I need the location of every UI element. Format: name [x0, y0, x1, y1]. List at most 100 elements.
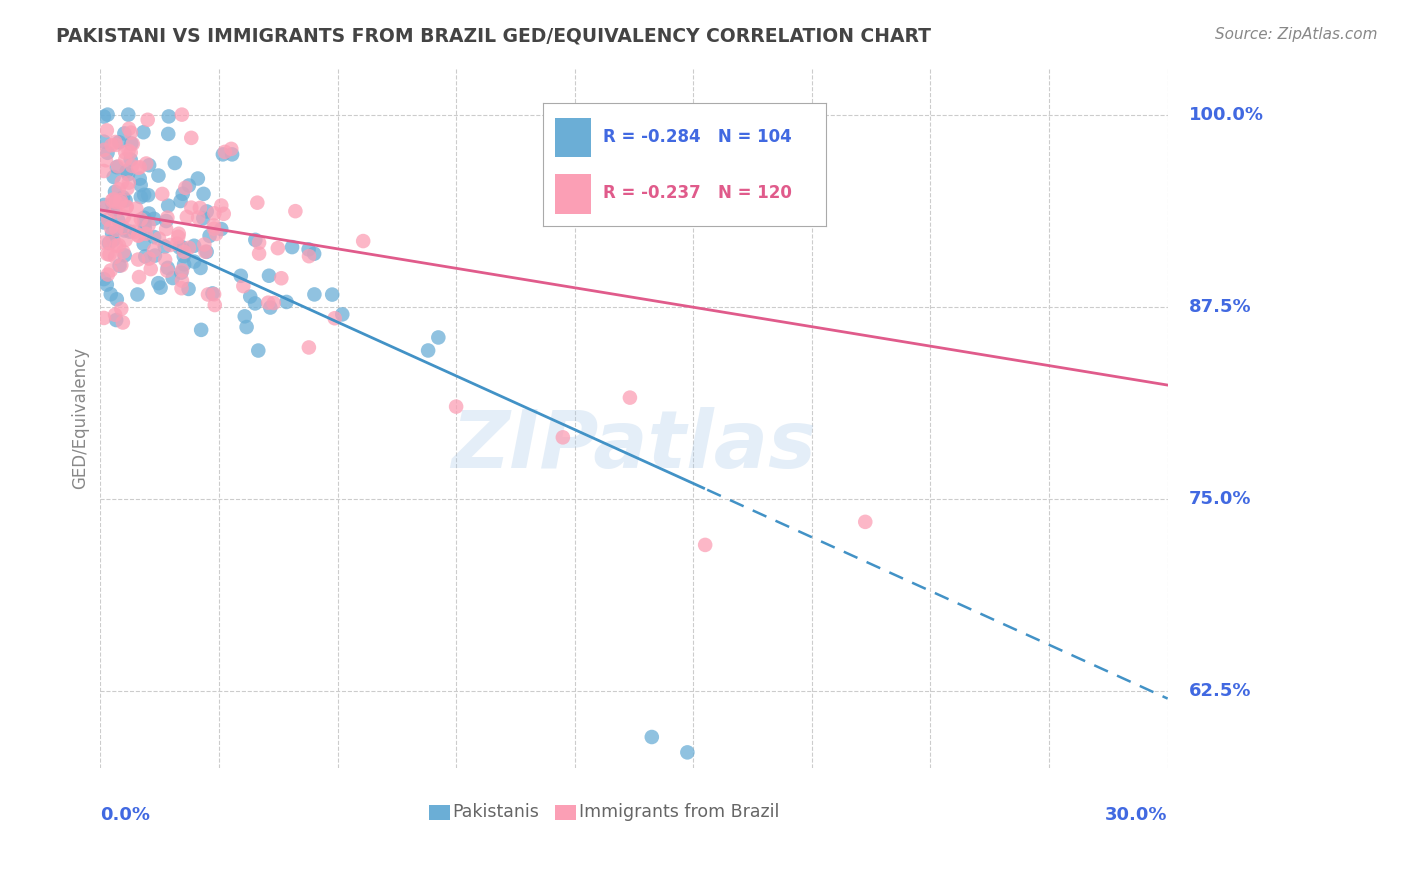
Point [117, 167, 139, 181]
Point [298, 249, 321, 263]
Text: Immigrants from Brazil: Immigrants from Brazil [578, 804, 779, 822]
Point [170, 108, 193, 122]
Point [98, 247, 121, 261]
Point [134, 249, 156, 263]
Point [170, 266, 193, 280]
Point [156, 263, 179, 277]
Point [129, 178, 152, 193]
Point [97, 268, 120, 282]
Point [149, 280, 172, 294]
Point [153, 252, 176, 267]
Point [112, 244, 135, 259]
Point [257, 268, 280, 283]
Text: 0.0%: 0.0% [100, 806, 150, 824]
Point [167, 229, 190, 244]
Point [114, 153, 136, 167]
Point [117, 108, 139, 122]
Point [93, 135, 115, 149]
Point [190, 260, 212, 275]
Point [169, 240, 191, 254]
Point [202, 287, 225, 301]
Point [198, 228, 221, 243]
Point [156, 260, 179, 275]
Point [180, 201, 202, 215]
Point [155, 222, 177, 236]
Point [172, 186, 194, 201]
Point [150, 186, 173, 201]
Point [297, 243, 319, 257]
Point [302, 246, 325, 260]
Point [204, 298, 226, 312]
Point [103, 192, 125, 206]
Point [104, 204, 127, 219]
Point [267, 241, 290, 255]
Point [159, 238, 181, 252]
Point [176, 210, 198, 224]
Point [170, 263, 193, 277]
Point [118, 176, 141, 190]
Point [98, 235, 121, 250]
Point [100, 287, 122, 301]
Point [117, 144, 139, 158]
Point [121, 214, 143, 228]
Point [136, 188, 159, 202]
Point [209, 198, 232, 212]
Point [103, 233, 125, 247]
Point [177, 282, 200, 296]
Point [214, 145, 236, 159]
Text: ZIPatlas: ZIPatlas [451, 407, 817, 485]
Point [104, 137, 127, 152]
Point [270, 271, 292, 285]
Point [284, 204, 307, 219]
Point [276, 295, 298, 310]
Point [174, 181, 197, 195]
Point [209, 222, 232, 236]
Point [330, 307, 353, 321]
Point [93, 164, 115, 178]
Point [125, 202, 148, 216]
Point [111, 316, 134, 330]
Point [138, 252, 160, 266]
Point [202, 219, 225, 233]
Point [97, 212, 120, 227]
Point [167, 227, 190, 241]
Point [243, 296, 266, 310]
Point [143, 244, 166, 258]
Point [108, 238, 131, 252]
Point [110, 193, 132, 207]
Point [96, 123, 118, 137]
Point [93, 272, 115, 286]
Point [281, 240, 304, 254]
Point [143, 230, 166, 244]
Text: 100.0%: 100.0% [1189, 105, 1264, 124]
Point [202, 221, 225, 235]
Point [114, 248, 136, 262]
Point [641, 730, 664, 744]
Bar [555, 805, 576, 820]
Point [247, 235, 270, 250]
Point [134, 220, 156, 235]
Point [105, 313, 128, 327]
Text: Source: ZipAtlas.com: Source: ZipAtlas.com [1215, 27, 1378, 42]
Point [153, 239, 176, 253]
Point [180, 131, 202, 145]
Point [101, 197, 124, 211]
Point [304, 287, 326, 301]
Point [156, 211, 179, 225]
Point [117, 181, 139, 195]
Point [323, 311, 346, 326]
Point [127, 252, 149, 267]
Point [93, 235, 115, 250]
Point [120, 145, 142, 160]
Point [121, 159, 143, 173]
Text: 30.0%: 30.0% [1105, 806, 1167, 824]
Point [120, 136, 142, 151]
Point [121, 136, 143, 151]
Point [166, 236, 188, 251]
Point [259, 301, 281, 315]
Point [233, 310, 256, 324]
Point [120, 153, 142, 167]
Point [173, 257, 195, 271]
Point [100, 138, 122, 153]
Point [114, 223, 136, 237]
